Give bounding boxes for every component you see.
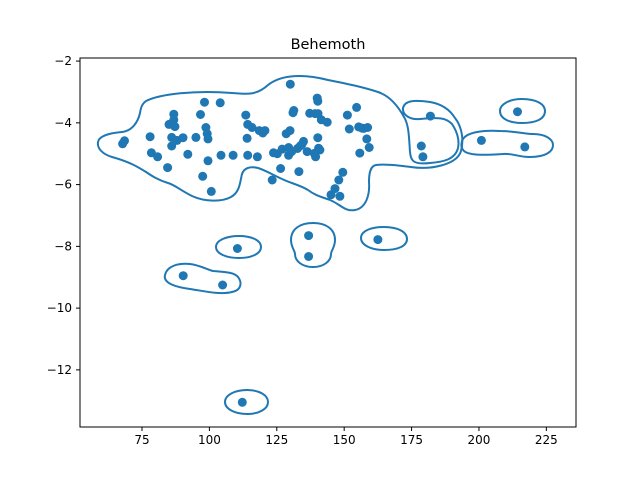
data-point — [302, 147, 312, 157]
data-point — [206, 186, 216, 196]
density-contour-west-center — [215, 235, 262, 259]
data-point — [334, 175, 344, 185]
data-point — [355, 148, 365, 158]
data-point — [335, 191, 345, 201]
data-point — [169, 115, 179, 125]
density-contour-north-east — [499, 98, 546, 124]
x-tick-label: 200 — [468, 433, 491, 447]
density-contour-east-south — [360, 226, 408, 251]
data-point — [294, 167, 304, 177]
x-tick-label: 125 — [265, 433, 288, 447]
data-point — [311, 152, 321, 162]
data-point — [425, 111, 435, 121]
data-point — [299, 136, 308, 146]
y-tick-label: −12 — [47, 363, 72, 377]
x-tick-label: 225 — [535, 433, 558, 447]
data-point — [153, 152, 163, 162]
data-point — [242, 133, 252, 143]
data-point — [364, 143, 374, 152]
data-point — [416, 141, 426, 151]
density-contour-south — [224, 389, 269, 415]
data-point — [191, 132, 201, 142]
data-point — [241, 110, 251, 120]
data-point — [203, 134, 213, 144]
y-tick-label: −10 — [47, 301, 72, 315]
data-point — [476, 135, 486, 145]
data-point — [215, 98, 225, 108]
data-point — [145, 132, 155, 142]
data-point — [183, 149, 193, 159]
data-point — [120, 136, 129, 146]
data-point — [289, 106, 299, 115]
data-point — [313, 96, 323, 106]
x-axis: 75 100 125 150 175 200 225 — [134, 427, 558, 447]
data-point — [228, 150, 238, 160]
data-point — [322, 117, 332, 127]
data-point — [276, 164, 286, 173]
data-point — [237, 397, 247, 407]
y-tick-label: −8 — [54, 239, 72, 253]
data-point — [330, 184, 340, 194]
data-point — [362, 134, 372, 144]
data-point — [344, 124, 354, 134]
data-point — [243, 150, 253, 160]
data-point — [418, 152, 428, 162]
data-point — [216, 150, 226, 160]
data-point — [252, 152, 262, 162]
x-tick-label: 75 — [134, 433, 149, 447]
y-tick-label: −2 — [54, 54, 72, 68]
data-point — [304, 252, 314, 261]
y-tick-label: −6 — [54, 178, 72, 192]
x-tick-label: 175 — [400, 433, 423, 447]
density-contour-main — [96, 74, 464, 212]
data-point — [200, 97, 209, 107]
data-point — [342, 110, 352, 120]
data-point — [304, 231, 314, 241]
data-point — [315, 145, 325, 155]
data-point — [196, 110, 205, 119]
data-point — [352, 102, 362, 112]
data-point — [313, 133, 323, 143]
x-tick-label: 100 — [198, 433, 221, 447]
data-point — [203, 156, 213, 166]
scatter-points — [118, 79, 530, 407]
data-point — [178, 271, 188, 281]
data-point — [232, 244, 242, 253]
data-point — [285, 79, 295, 89]
data-point — [363, 123, 373, 132]
plot-frame — [79, 57, 577, 428]
data-point — [338, 167, 348, 177]
density-contour-east — [460, 129, 554, 158]
data-point — [167, 141, 177, 151]
data-point — [285, 126, 295, 136]
data-point — [373, 235, 383, 245]
data-point — [163, 163, 173, 173]
x-tick-label: 150 — [333, 433, 356, 447]
data-point — [267, 175, 277, 185]
data-point — [520, 142, 530, 152]
data-point — [218, 280, 228, 290]
data-point — [247, 123, 257, 132]
y-tick-label: −4 — [54, 116, 72, 130]
data-point — [513, 107, 522, 117]
y-axis: −12 −10 −8 −6 −4 −2 — [47, 54, 80, 377]
data-point — [260, 126, 270, 136]
data-point — [178, 133, 188, 143]
chart-title: Behemoth — [291, 37, 366, 53]
data-point — [170, 122, 180, 132]
data-point — [198, 171, 208, 181]
density-contour-center-south — [290, 222, 336, 268]
density-contours — [96, 74, 554, 415]
density-contour-south-west — [163, 262, 242, 295]
